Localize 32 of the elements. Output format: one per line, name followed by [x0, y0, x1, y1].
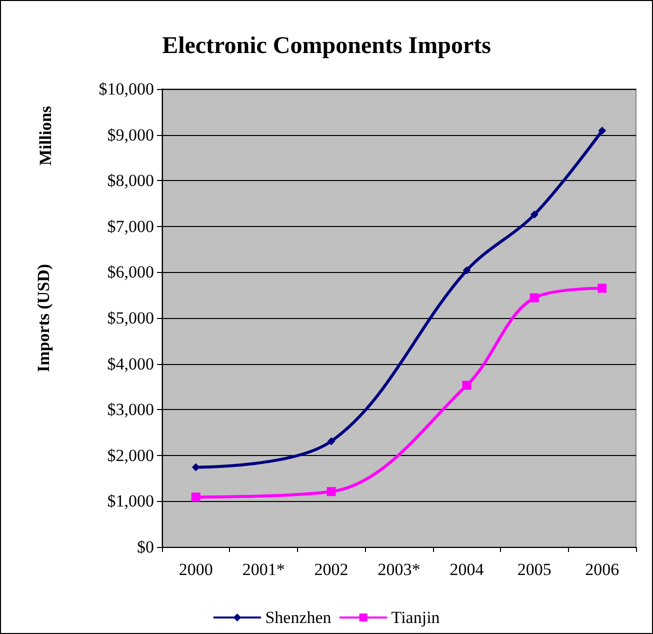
point: [530, 293, 539, 302]
y-tick-label: $6,000: [107, 262, 154, 282]
chart-title: Electronic Components Imports: [162, 33, 491, 59]
point: [462, 380, 472, 390]
point: [326, 487, 336, 496]
x-tick-label: 2000: [178, 560, 213, 579]
y-tick-label: $5,000: [107, 308, 154, 328]
y-tick-label: $8,000: [107, 171, 154, 190]
point: [598, 126, 606, 135]
y-tick-label: $7,000: [107, 216, 154, 236]
point: [462, 266, 471, 274]
x-tick-label: 2002: [314, 560, 348, 579]
x-tick-label: 2005: [517, 560, 552, 579]
legend-label: Shenzhen: [265, 608, 332, 627]
y-tick-label: $9,000: [107, 125, 154, 144]
y-tick-label: $2,000: [107, 446, 154, 465]
point: [530, 210, 538, 218]
y-tick-label: $4,000: [107, 354, 154, 374]
x-tick-label: 2003*: [378, 560, 420, 579]
text: Millions: [36, 106, 55, 166]
legend-label: Tianjin: [391, 608, 440, 627]
y-tick-label: $0: [137, 538, 154, 556]
y-tick-label: $3,000: [107, 400, 154, 420]
x-tick-label: 2006: [585, 560, 620, 579]
point: [327, 437, 336, 446]
x-tick-label: 2001*: [242, 560, 285, 579]
y-tick-label: $10,000: [98, 80, 154, 98]
point: [598, 284, 607, 293]
x-tick-label: 2004: [450, 560, 484, 579]
point: [191, 492, 200, 502]
y-tick-label: $1,000: [107, 492, 154, 511]
y-axis-title: Imports (USD): [34, 264, 53, 372]
